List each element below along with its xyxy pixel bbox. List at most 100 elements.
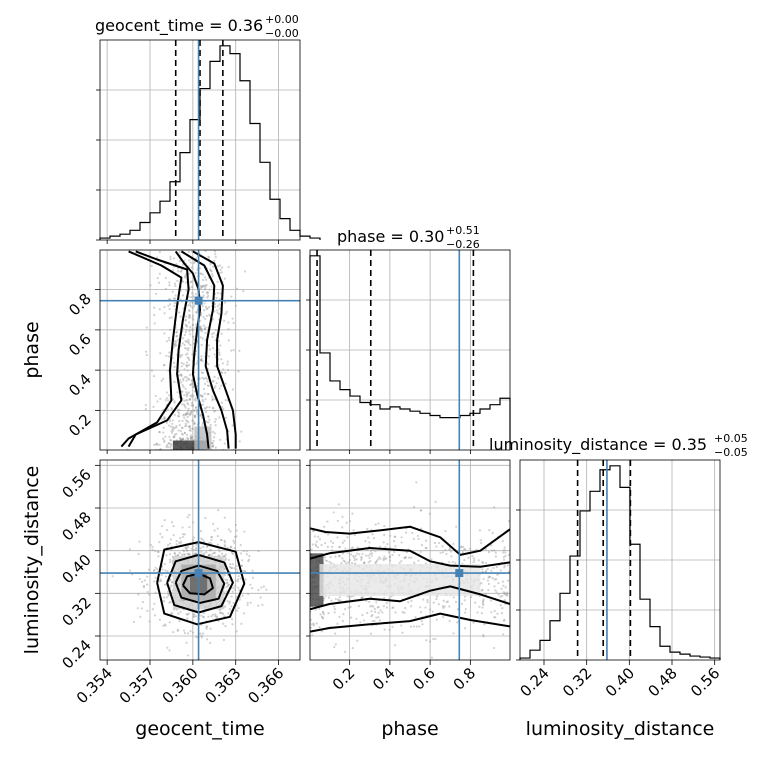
sample-point (497, 582, 500, 585)
sample-point (377, 616, 380, 619)
sample-point (190, 402, 194, 405)
sample-point (185, 395, 188, 398)
sample-point (504, 551, 507, 554)
sample-point (224, 605, 227, 608)
sample-point (185, 340, 189, 343)
sample-point (435, 618, 438, 621)
sample-point (501, 539, 504, 543)
sample-point (156, 400, 159, 403)
sample-point (407, 601, 410, 604)
sample-point (199, 394, 202, 397)
sample-point (223, 442, 226, 445)
sample-point (456, 608, 460, 611)
sample-point (164, 624, 167, 627)
sample-point (174, 294, 177, 297)
sample-point (179, 429, 183, 433)
sample-point (400, 536, 403, 539)
sample-point (192, 385, 195, 389)
sample-point (443, 605, 446, 608)
sample-point (136, 607, 139, 610)
sample-point (168, 284, 171, 287)
sample-point (394, 545, 397, 548)
sample-point (374, 523, 377, 526)
sample-point (330, 599, 333, 602)
sample-point (234, 535, 237, 538)
sample-point (487, 576, 490, 579)
sample-point (189, 398, 192, 401)
sample-point (265, 588, 268, 591)
sample-point (228, 602, 231, 605)
sample-point (157, 555, 160, 558)
sample-point (223, 543, 226, 547)
sample-point (388, 555, 391, 558)
sample-point (370, 552, 374, 555)
sample-point (181, 438, 184, 441)
sample-point (169, 258, 172, 261)
sample-point (352, 554, 355, 558)
sample-point (203, 309, 206, 312)
sample-point (146, 609, 149, 612)
sample-point (444, 548, 447, 552)
sample-point (219, 344, 222, 347)
sample-point (163, 519, 166, 522)
sample-point (223, 541, 227, 544)
sample-point (334, 597, 337, 601)
sample-point (202, 615, 205, 618)
sample-point (363, 561, 366, 564)
sample-point (337, 554, 341, 558)
sample-point (400, 560, 403, 563)
sample-point (229, 563, 232, 566)
sample-point (369, 559, 372, 563)
sample-point (248, 554, 251, 558)
sample-point (186, 415, 189, 419)
sample-point (214, 613, 217, 616)
sample-point (392, 540, 396, 543)
sample-point (156, 550, 160, 553)
sample-point (180, 432, 184, 435)
density-content (100, 460, 300, 660)
xlabel-phase: phase (381, 718, 438, 740)
sample-point (218, 387, 221, 390)
sample-point (194, 552, 197, 555)
sample-point (201, 394, 204, 398)
sample-point (165, 391, 169, 394)
sample-point (183, 394, 186, 397)
sample-point (181, 390, 184, 393)
sample-point (226, 581, 229, 584)
sample-point (452, 542, 455, 545)
sample-point (410, 599, 413, 603)
sample-point (187, 654, 190, 657)
sample-point (480, 582, 483, 585)
sample-point (202, 545, 205, 548)
sample-point (338, 595, 341, 599)
sample-point (450, 555, 453, 558)
sample-point (143, 579, 147, 582)
sample-point (204, 407, 207, 410)
sample-point (367, 561, 370, 564)
sample-point (217, 348, 220, 351)
sample-point (191, 419, 194, 422)
sample-point (188, 429, 191, 432)
sample-point (493, 549, 496, 552)
sample-point (368, 541, 371, 544)
sample-point (383, 524, 386, 528)
sample-point (431, 610, 434, 613)
sample-point (167, 594, 170, 597)
sample-point (185, 325, 189, 328)
sample-point (192, 261, 196, 265)
sample-point (168, 328, 172, 331)
sample-point (183, 431, 186, 434)
sample-point (158, 250, 161, 254)
sample-point (487, 589, 490, 592)
sample-point (192, 631, 195, 634)
sample-point (215, 296, 218, 300)
x-tick-label: 0.2 (329, 664, 359, 694)
sample-point (216, 304, 219, 308)
sample-point (195, 323, 198, 326)
sample-point (486, 579, 490, 582)
sample-point (178, 412, 181, 415)
sample-point (175, 331, 178, 334)
sample-point (503, 564, 506, 567)
y-axis-phase: 0.2 0.4 0.6 0.8 (65, 289, 100, 440)
sample-point (184, 414, 187, 417)
